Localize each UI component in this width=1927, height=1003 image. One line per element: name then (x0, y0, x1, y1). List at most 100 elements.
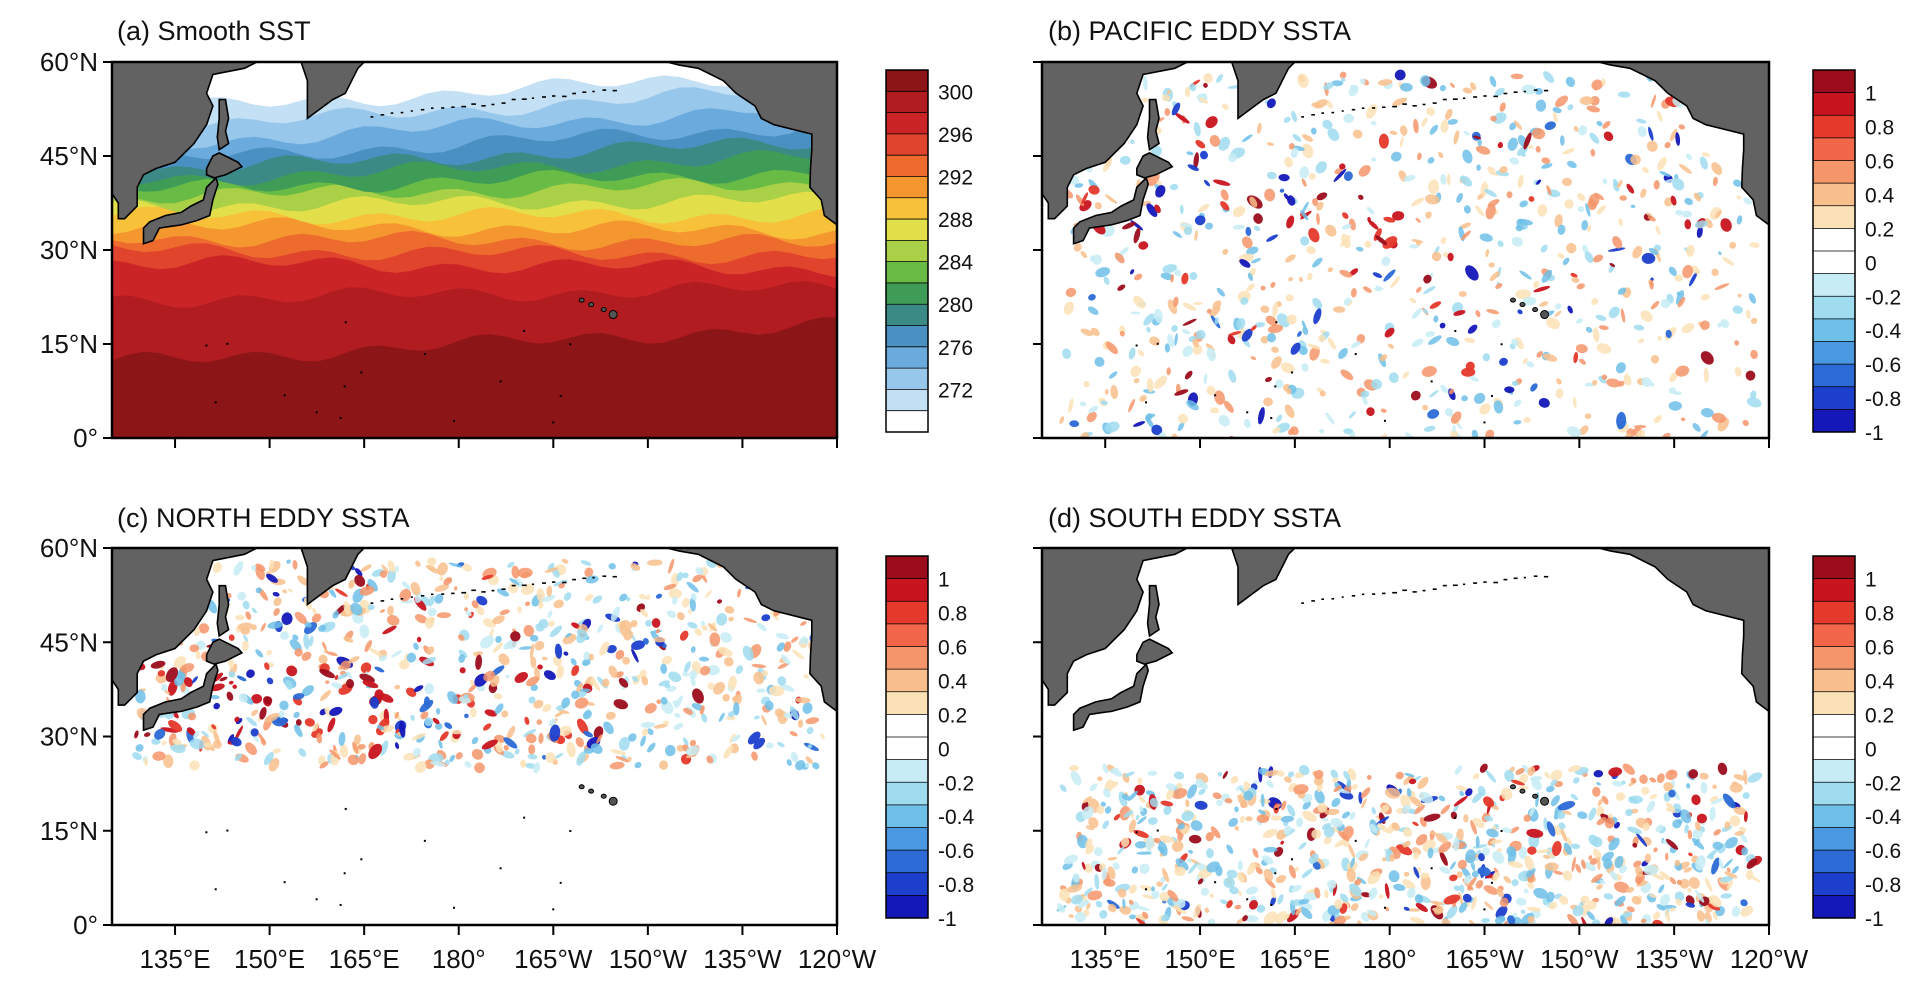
eddy-anomaly (1266, 234, 1279, 242)
eddy-anomaly (1653, 847, 1658, 853)
eddy-anomaly (656, 699, 662, 705)
small-island (1500, 343, 1503, 346)
eddy-anomaly (1668, 266, 1677, 276)
eddy-anomaly (135, 744, 144, 752)
eddy-anomaly (732, 696, 739, 702)
eddy-anomaly (1080, 251, 1088, 259)
eddy-anomaly (805, 756, 813, 764)
eddy-anomaly (1205, 116, 1218, 129)
aleutian-island (562, 581, 567, 584)
eddy-anomaly (1358, 165, 1371, 177)
eddy-anomaly (294, 611, 308, 624)
eddy-anomaly (1733, 806, 1747, 815)
small-island (226, 342, 229, 345)
aleutian-island (1341, 596, 1344, 598)
eddy-anomaly (724, 605, 735, 614)
eddy-anomaly (353, 734, 361, 745)
eddy-anomaly (592, 595, 603, 604)
eddy-anomaly (503, 744, 509, 751)
eddy-anomaly (1511, 380, 1519, 387)
eddy-anomaly (1239, 815, 1245, 823)
eddy-anomaly (726, 715, 736, 721)
eddy-anomaly (1266, 333, 1277, 343)
eddy-anomaly (692, 688, 704, 704)
eddy-anomaly (189, 644, 200, 653)
eddy-anomaly (1523, 132, 1532, 150)
eddy-anomaly (1294, 866, 1300, 872)
eddy-anomaly (1591, 873, 1603, 883)
eddy-anomaly (1427, 847, 1434, 859)
hawaii-island (1532, 307, 1539, 313)
eddy-anomaly (610, 606, 621, 622)
eddy-anomaly (1371, 807, 1376, 815)
eddy-anomaly (1562, 810, 1572, 815)
aleutian-island (521, 98, 527, 100)
eddy-anomaly (367, 604, 375, 611)
eddy-anomaly (1648, 894, 1658, 898)
eddy-anomaly (1160, 914, 1169, 922)
eddy-anomaly (1709, 895, 1722, 908)
eddy-anomaly (368, 647, 383, 657)
eddy-anomaly (1226, 900, 1233, 909)
small-island (1500, 830, 1503, 833)
eddy-anomaly (1100, 400, 1108, 406)
eddy-anomaly (1603, 858, 1613, 869)
eddy-anomaly (690, 676, 696, 687)
land-mass (142, 176, 219, 245)
eddy-anomaly (155, 673, 167, 684)
colorbar-swatch (1813, 804, 1855, 828)
eddy-anomaly (1255, 867, 1263, 875)
eddy-anomaly (1589, 132, 1600, 144)
colorbar-label: -1 (1865, 422, 1884, 445)
colorbar-swatch (1813, 759, 1855, 783)
eddy-anomaly (1339, 791, 1354, 800)
eddy-anomaly (1167, 299, 1178, 314)
eddy-anomaly (1347, 843, 1356, 859)
eddy-anomaly (1403, 906, 1410, 911)
eddy-anomaly (1234, 904, 1242, 910)
eddy-anomaly (1266, 142, 1274, 147)
eddy-anomaly (1276, 770, 1285, 777)
colorbar-swatch (1813, 183, 1855, 207)
eddy-anomaly (1164, 108, 1171, 116)
eddy-anomaly (663, 720, 669, 725)
eddy-anomaly (676, 572, 684, 582)
eddy-anomaly (1291, 884, 1302, 892)
colorbar-swatch (886, 91, 928, 114)
eddy-anomaly (443, 577, 453, 586)
lat-tick-label: 15°N (40, 816, 98, 846)
eddy-anomaly (1180, 222, 1193, 228)
eddy-anomaly (1465, 849, 1476, 864)
eddy-anomaly (1277, 894, 1284, 905)
eddy-anomaly (1299, 166, 1309, 179)
eddy-anomaly (1694, 821, 1701, 831)
eddy-anomaly (1217, 771, 1223, 777)
eddy-anomaly (1659, 893, 1670, 907)
eddy-anomaly (1527, 846, 1537, 855)
eddy-anomaly (1173, 771, 1185, 780)
eddy-anomaly (692, 574, 703, 583)
lat-tick-label: 30°N (40, 235, 98, 265)
eddy-anomaly (1257, 407, 1265, 425)
land-mass (1072, 176, 1150, 245)
eddy-anomaly (1723, 858, 1733, 869)
eddy-anomaly (273, 597, 282, 607)
colorbar-swatch (886, 176, 928, 199)
small-island (1214, 394, 1217, 397)
eddy-anomaly (1121, 837, 1130, 848)
eddy-anomaly (379, 655, 387, 662)
eddy-anomaly (1172, 788, 1188, 799)
eddy-anomaly (1425, 194, 1440, 205)
eddy-anomaly (1446, 336, 1460, 347)
eddy-anomaly (1555, 388, 1564, 399)
eddy-anomaly (1228, 817, 1239, 827)
eddy-anomaly (1288, 428, 1295, 436)
eddy-anomaly (465, 610, 472, 617)
eddy-anomaly (1174, 866, 1186, 877)
lat-tick-label: 60°N (40, 533, 98, 563)
eddy-anomaly (1157, 845, 1165, 853)
eddy-anomaly (1627, 826, 1642, 835)
eddy-anomaly (1515, 768, 1525, 775)
eddy-anomaly (1657, 157, 1667, 171)
